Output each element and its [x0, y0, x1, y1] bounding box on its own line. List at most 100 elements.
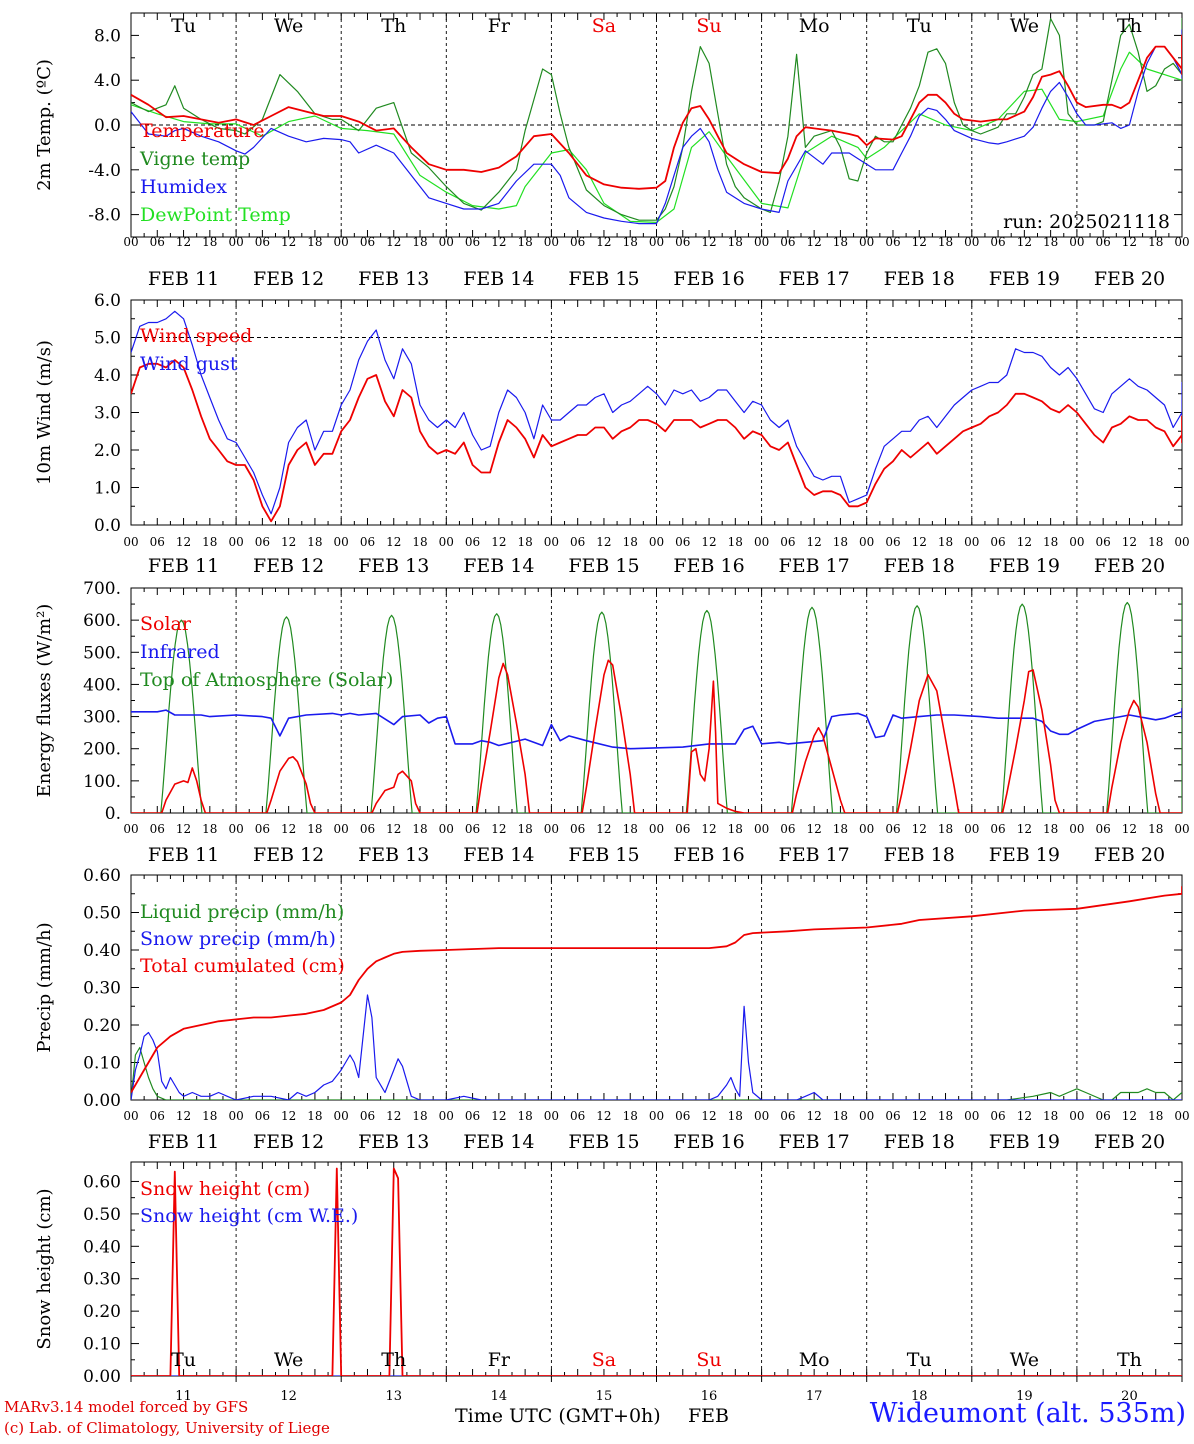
hour-tick-label: 12: [386, 235, 401, 249]
precip-y-tick-label: 0.20: [83, 1016, 121, 1036]
temp-legend-item: Vigne temp: [139, 148, 250, 170]
hour-tick-label: 00: [964, 1109, 979, 1123]
hour-tick-label: 06: [885, 822, 900, 836]
energy-series-infrared: [131, 707, 1182, 750]
hour-tick-label: 06: [255, 822, 270, 836]
hour-tick-label: 18: [307, 535, 322, 549]
hour-tick-label: 12: [281, 822, 296, 836]
hour-tick-label: 18: [1148, 535, 1163, 549]
hour-tick-label: 18: [728, 822, 743, 836]
weekday-label: Th: [1117, 15, 1142, 37]
hour-tick-label: 00: [754, 235, 769, 249]
weekday-label: Sa: [592, 1349, 616, 1371]
hour-tick-label: 00: [334, 1109, 349, 1123]
hour-tick-label: 12: [596, 822, 611, 836]
hour-tick-label: 18: [1043, 822, 1058, 836]
wind-y-tick-label: 0.0: [94, 516, 121, 536]
day-number-label: 17: [806, 1389, 823, 1404]
weekday-label: Fr: [488, 1349, 511, 1371]
date-label: FEB 19: [989, 555, 1060, 577]
wind-y-tick-label: 3.0: [94, 404, 121, 424]
date-label: FEB 15: [568, 1131, 639, 1153]
hour-tick-label: 18: [307, 235, 322, 249]
snow-legend-item: Snow height (cm): [140, 1178, 310, 1200]
hour-tick-label: 12: [912, 235, 927, 249]
hour-tick-label: 12: [1017, 235, 1032, 249]
hour-tick-label: 18: [307, 1109, 322, 1123]
hour-tick-label: 00: [859, 535, 874, 549]
hour-tick-label: 06: [570, 535, 585, 549]
date-label: FEB 15: [568, 555, 639, 577]
energy-series-solar: [131, 659, 1182, 813]
hour-tick-label: 06: [675, 1109, 690, 1123]
weekday-label: Fr: [488, 15, 511, 37]
hour-tick-label: 00: [123, 822, 138, 836]
hour-tick-label: 12: [701, 822, 716, 836]
hour-tick-label: 18: [833, 1109, 848, 1123]
precip-series-total-cumulated-cm: [131, 886, 1182, 1093]
day-number-label: 13: [385, 1389, 402, 1404]
hour-tick-label: 06: [780, 822, 795, 836]
date-label: FEB 13: [358, 555, 429, 577]
hour-tick-label: 06: [150, 822, 165, 836]
precip-y-tick-label: 0.10: [83, 1054, 121, 1074]
energy-y-tick-label: 400.: [83, 675, 121, 695]
hour-tick-label: 12: [281, 535, 296, 549]
hour-tick-label: 00: [544, 535, 559, 549]
hour-tick-label: 00: [228, 1109, 243, 1123]
hour-tick-label: 18: [833, 822, 848, 836]
hour-tick-label: 00: [859, 1109, 874, 1123]
hour-tick-label: 06: [780, 535, 795, 549]
day-number-label: 18: [911, 1389, 928, 1404]
precip-y-tick-label: 0.50: [83, 904, 121, 924]
hour-tick-label: 18: [517, 822, 532, 836]
hour-tick-label: 18: [412, 535, 427, 549]
date-label: FEB 20: [1094, 268, 1165, 290]
time-axis-title: Time UTC (GMT+0h): [455, 1405, 661, 1427]
hour-tick-label: 06: [990, 1109, 1005, 1123]
hour-tick-label: 00: [334, 535, 349, 549]
energy-y-tick-label: 200.: [83, 740, 121, 760]
hour-tick-label: 00: [439, 235, 454, 249]
precip-legend-item: Snow precip (mm/h): [140, 928, 336, 950]
precip-legend-item: Total cumulated (cm): [140, 955, 345, 977]
snow-y-tick-label: 0.20: [83, 1302, 121, 1322]
hour-tick-label: 00: [544, 1109, 559, 1123]
hour-tick-label: 06: [675, 822, 690, 836]
precip-y-tick-label: 0.60: [83, 866, 121, 886]
hour-tick-label: 06: [465, 535, 480, 549]
hour-tick-label: 12: [176, 535, 191, 549]
weekday-label: Th: [381, 1349, 406, 1371]
hour-tick-label: 06: [1096, 235, 1111, 249]
snow-y-tick-label: 0.10: [83, 1335, 121, 1355]
hour-tick-label: 18: [307, 822, 322, 836]
hour-tick-label: 12: [1122, 1109, 1137, 1123]
date-label: FEB 18: [884, 268, 955, 290]
date-label: FEB 16: [673, 555, 744, 577]
precip-series-liquid-precip-mm-h: [131, 1046, 1182, 1100]
hour-tick-label: 12: [176, 822, 191, 836]
hour-tick-label: 06: [990, 822, 1005, 836]
date-label: FEB 17: [779, 1131, 850, 1153]
precip-y-axis-label: Precip (mm/h): [34, 922, 55, 1052]
hour-tick-label: 00: [1069, 822, 1084, 836]
weekday-label: Th: [381, 15, 406, 37]
hour-tick-label: 12: [491, 535, 506, 549]
temp-run-annotation: run: 2025021118: [1003, 211, 1170, 233]
hour-tick-label: 06: [1096, 822, 1111, 836]
hour-tick-label: 00: [754, 822, 769, 836]
hour-tick-label: 18: [202, 235, 217, 249]
hour-tick-label: 18: [1148, 822, 1163, 836]
hour-tick-label: 06: [990, 235, 1005, 249]
temp-series-temperature: [131, 34, 1182, 190]
hour-tick-label: 00: [649, 235, 664, 249]
date-label: FEB 20: [1094, 1131, 1165, 1153]
hour-tick-label: 00: [964, 235, 979, 249]
hour-tick-label: 06: [675, 535, 690, 549]
hour-tick-label: 12: [1017, 535, 1032, 549]
energy-series-top-of-atmosphere-solar: [131, 600, 1182, 813]
hour-tick-label: 06: [360, 535, 375, 549]
date-label: FEB 17: [779, 555, 850, 577]
hour-tick-label: 18: [623, 535, 638, 549]
hour-tick-label: 06: [570, 235, 585, 249]
